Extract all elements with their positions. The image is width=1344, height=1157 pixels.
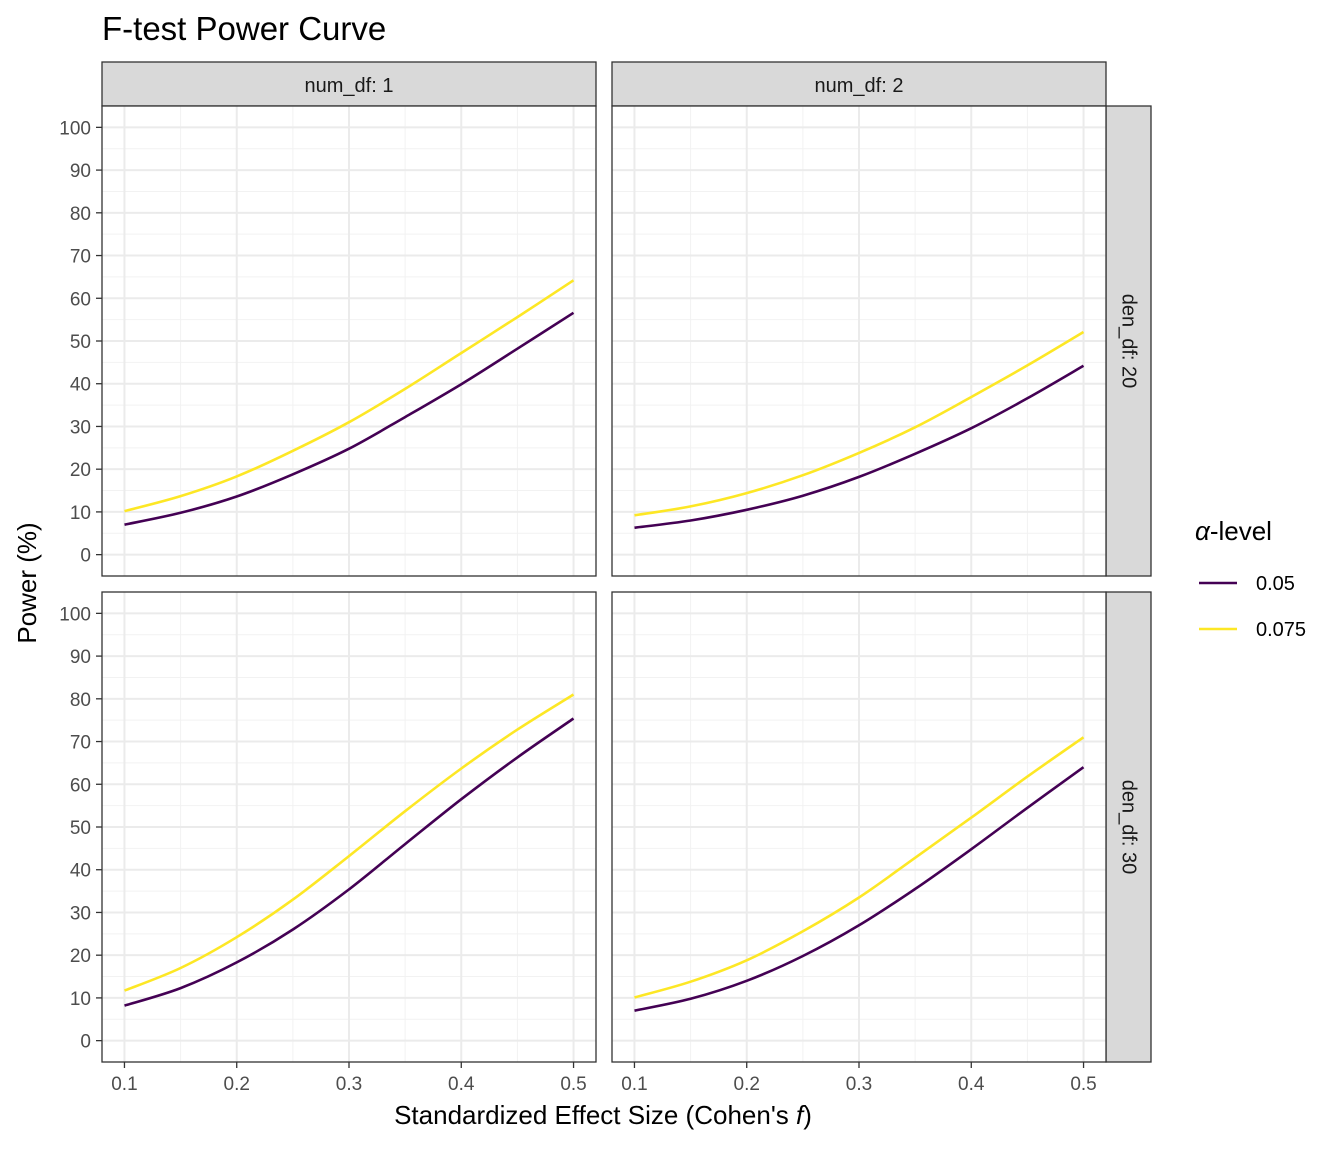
- legend-title-symbol: α: [1195, 516, 1211, 546]
- facet-panel: [101, 591, 597, 1063]
- legend-label: 0.05: [1256, 573, 1295, 595]
- legend-title: α-level: [1195, 516, 1272, 546]
- facet-panel: [611, 105, 1107, 577]
- y-tick-label: 80: [70, 690, 91, 711]
- facet-strip-col: [611, 61, 1107, 107]
- legend-title-text: -level: [1210, 516, 1272, 546]
- y-tick-label: 30: [70, 903, 91, 924]
- y-tick-label: 90: [70, 647, 91, 668]
- series-line-0-05: [124, 311, 575, 526]
- legend-label: 0.075: [1256, 619, 1306, 641]
- y-axis-title: Power (%): [12, 522, 42, 643]
- series-line-0-05: [124, 717, 575, 1007]
- panel-border: [611, 105, 1107, 577]
- x-tick-label: 0.1: [621, 1074, 647, 1095]
- y-tick-label: 100: [59, 118, 91, 139]
- facet-panel: [611, 591, 1107, 1063]
- y-tick-label: 100: [59, 604, 91, 625]
- y-tick-label: 40: [70, 861, 91, 882]
- y-tick-label: 10: [70, 503, 91, 524]
- x-axis-title-suffix: ): [803, 1100, 812, 1130]
- y-tick-label: 30: [70, 417, 91, 438]
- series-line-0-075: [634, 330, 1085, 517]
- series-line-0-075: [124, 693, 575, 992]
- series-line-0-05: [634, 766, 1085, 1012]
- x-axis-title: Standardized Effect Size (Cohen's f): [394, 1100, 812, 1130]
- y-tick-label: 60: [70, 289, 91, 310]
- x-tick-label: 0.3: [846, 1074, 872, 1095]
- y-tick-label: 70: [70, 733, 91, 754]
- y-tick-label: 20: [70, 460, 91, 481]
- y-tick-label: 80: [70, 204, 91, 225]
- facet-strip-col-label: num_df: 2: [815, 75, 904, 97]
- facet-strip-row-label: den_df: 20: [1118, 294, 1140, 389]
- y-tick-label: 50: [70, 332, 91, 353]
- y-tick-label: 0: [80, 546, 91, 567]
- y-tick-label: 0: [80, 1032, 91, 1053]
- facet-strip-row-label: den_df: 30: [1118, 780, 1140, 875]
- facet-panel: [101, 105, 597, 577]
- x-axis-title-italic: f: [796, 1100, 806, 1130]
- facet-strip-col-label: num_df: 1: [305, 75, 394, 97]
- x-axis-title-main: Standardized Effect Size (Cohen's: [394, 1100, 796, 1130]
- series-line-0-05: [634, 364, 1085, 529]
- y-tick-label: 90: [70, 161, 91, 182]
- x-tick-label: 0.4: [448, 1074, 475, 1095]
- legend-items: 0.05 0.075: [1199, 573, 1306, 641]
- series-line-0-075: [124, 279, 575, 513]
- y-tick-label: 50: [70, 818, 91, 839]
- chart-title: F-test Power Curve: [102, 10, 386, 47]
- x-tick-label: 0.1: [111, 1074, 137, 1095]
- y-tick-label: 20: [70, 946, 91, 967]
- x-tick-label: 0.2: [224, 1074, 250, 1095]
- y-tick-label: 60: [70, 775, 91, 796]
- x-tick-label: 0.3: [336, 1074, 362, 1095]
- x-tick-label: 0.2: [734, 1074, 760, 1095]
- facet-panels: num_df: 1 num_df: 2 den_df: 20 den_df: 30 0 1…: [59, 61, 1152, 1095]
- facet-strip-row: [1105, 591, 1152, 1063]
- x-tick-label: 0.5: [1070, 1074, 1096, 1095]
- x-tick-label: 0.5: [560, 1074, 586, 1095]
- x-tick-label: 0.4: [958, 1074, 985, 1095]
- facet-strip-row: [1105, 105, 1152, 577]
- y-tick-label: 40: [70, 375, 91, 396]
- series-line-0-075: [634, 736, 1085, 999]
- y-tick-label: 70: [70, 247, 91, 268]
- y-tick-label: 10: [70, 989, 91, 1010]
- legend: α-level 0.05 0.075: [1195, 516, 1306, 641]
